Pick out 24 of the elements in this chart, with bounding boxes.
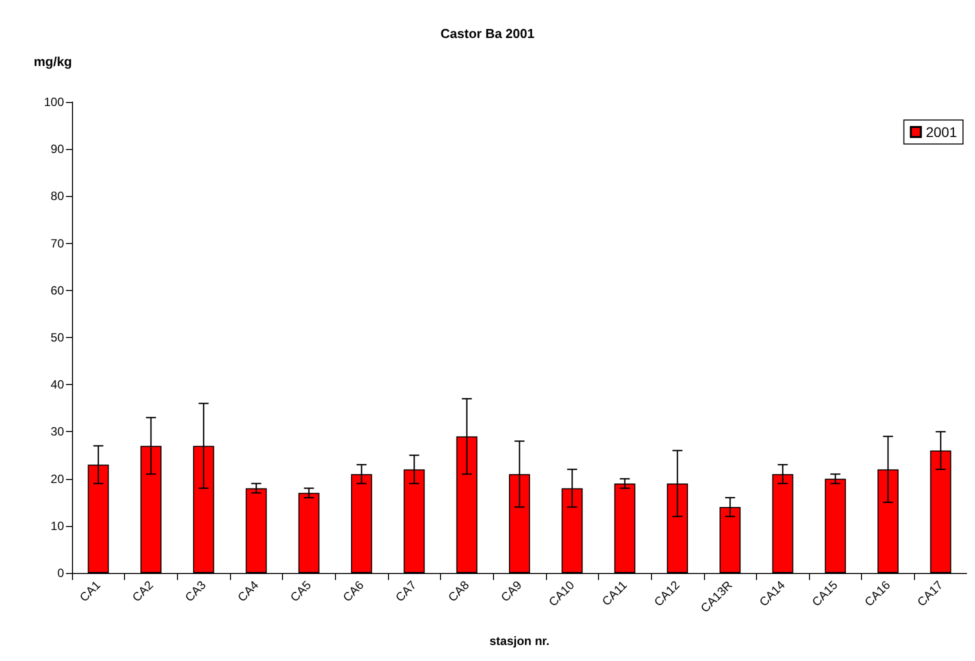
x-tick-label: CA4	[234, 578, 262, 604]
x-tick-label: CA1	[76, 578, 104, 604]
y-tick-label: 0	[57, 566, 64, 580]
y-tick-label: 100	[44, 95, 64, 109]
y-tick-label: 30	[50, 424, 64, 439]
x-tick-label: CA8	[445, 578, 472, 604]
x-tick-label: CA5	[287, 578, 314, 604]
y-tick-label: 60	[50, 283, 64, 298]
y-axis-title: mg/kg	[34, 54, 72, 69]
x-tick-label: CA3	[182, 578, 209, 604]
legend-label: 2001	[926, 124, 958, 140]
x-axis-title: stasjon nr.	[489, 634, 550, 648]
y-tick-label: 20	[50, 472, 64, 486]
y-tick-label: 50	[50, 330, 64, 344]
y-tick-label: 80	[50, 189, 64, 204]
y-tick-label: 40	[50, 378, 64, 392]
y-tick-label: 10	[50, 518, 64, 533]
chart-title: Castor Ba 2001	[440, 26, 534, 41]
y-tick-label: 90	[50, 142, 64, 156]
x-tick-label: CA6	[340, 578, 367, 604]
x-tick-label: CA9	[498, 578, 525, 604]
x-tick-label: CA2	[130, 578, 156, 604]
x-tick-label: CA7	[392, 578, 420, 604]
y-tick-label: 70	[50, 236, 64, 250]
